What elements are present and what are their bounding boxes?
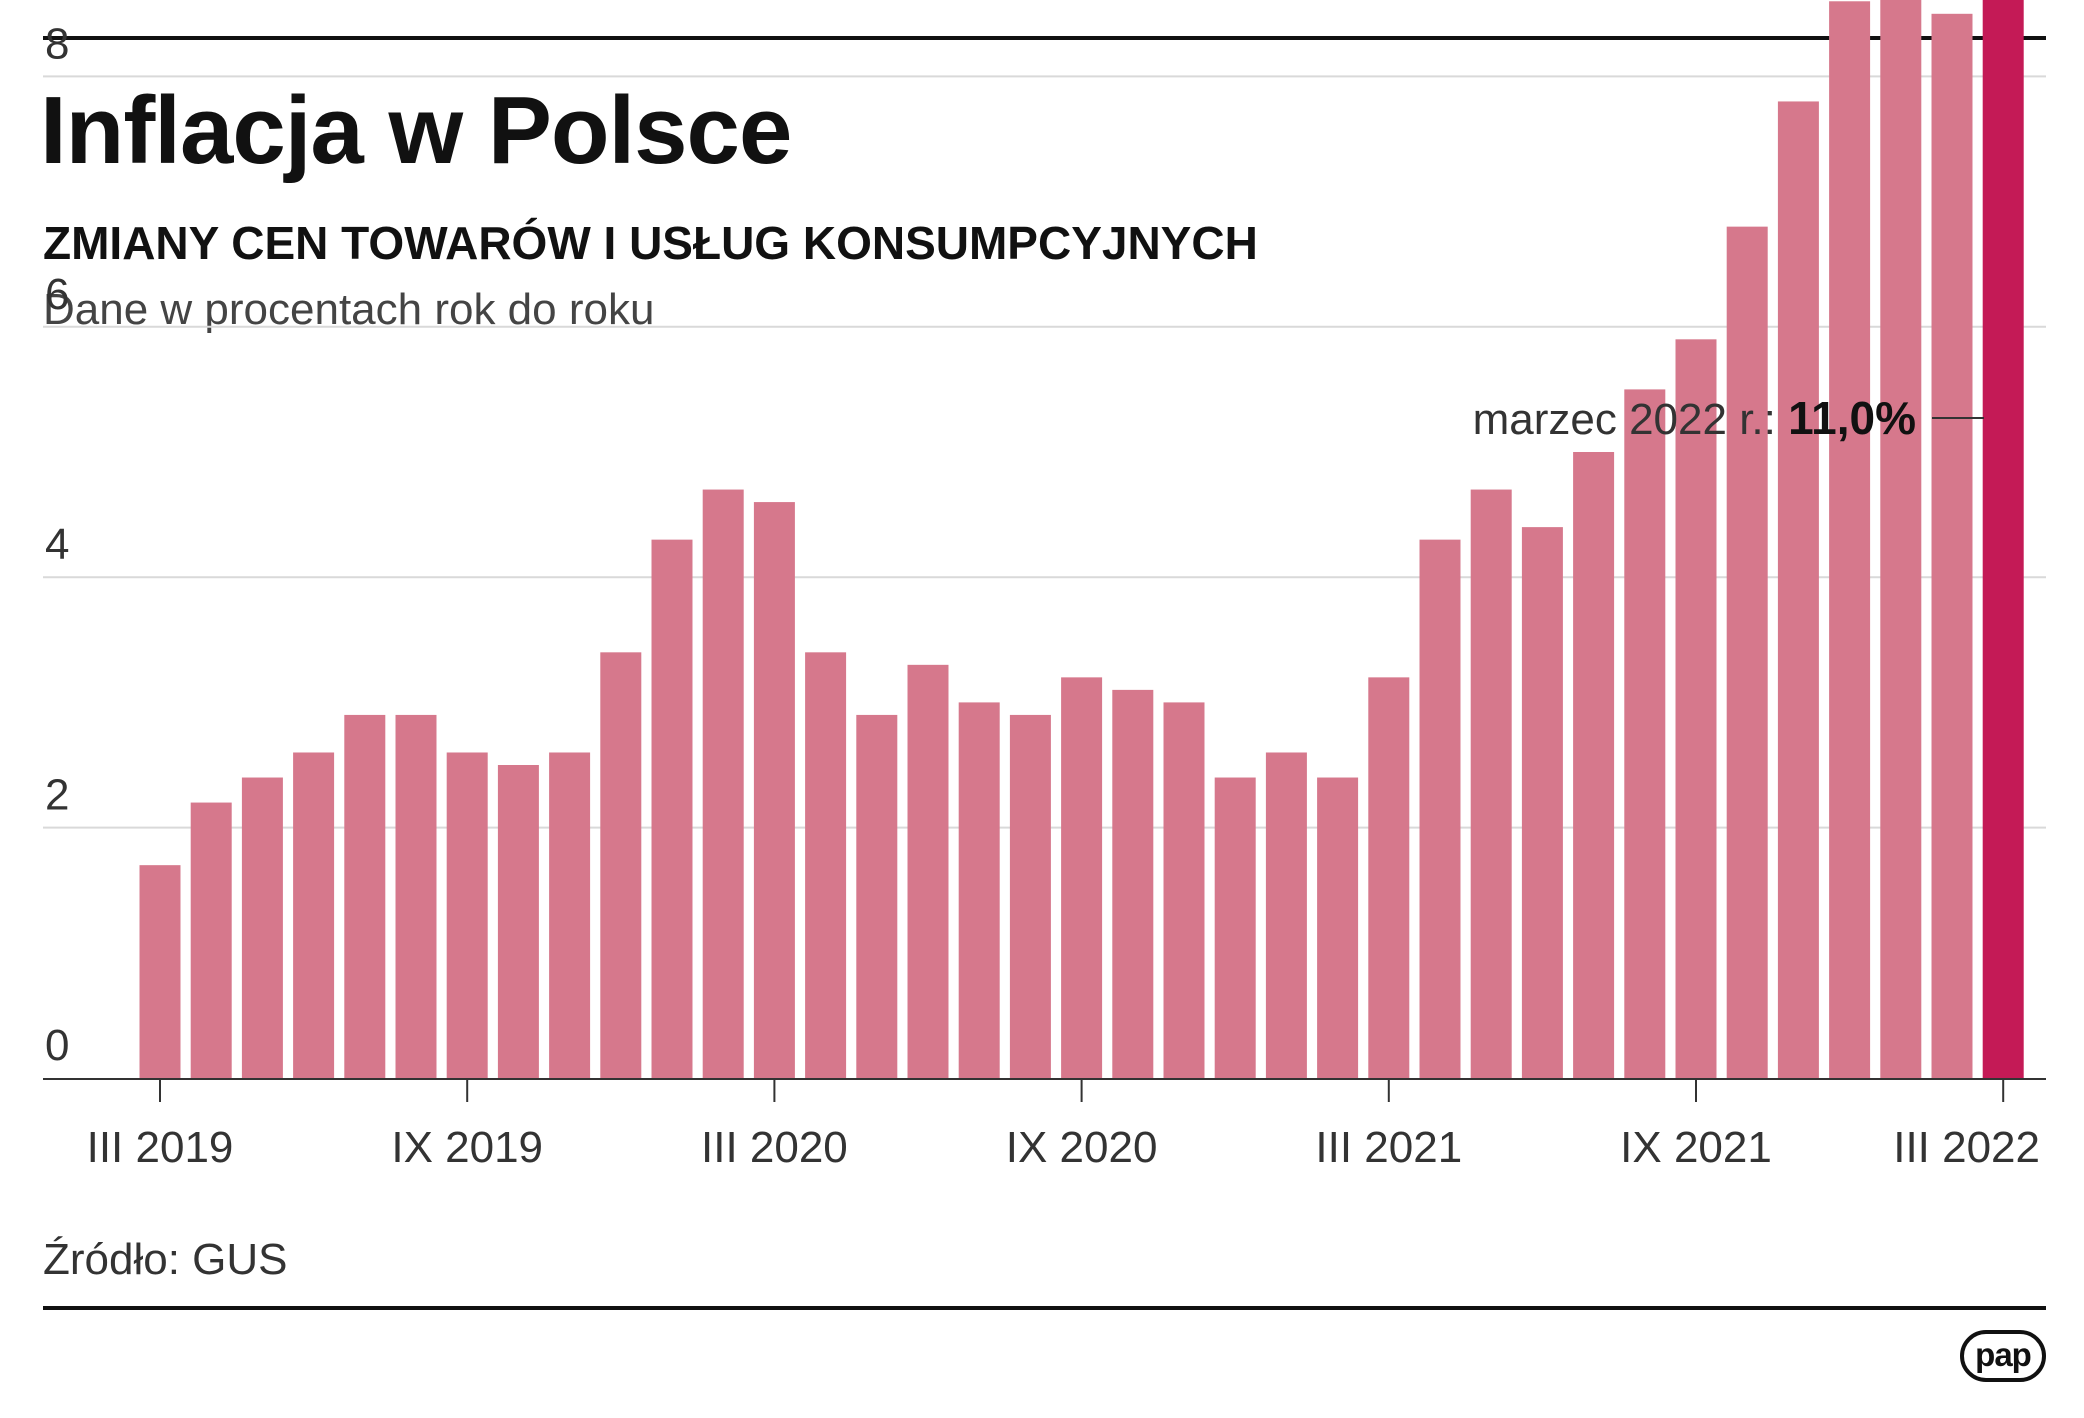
bar (1573, 452, 1615, 1078)
y-tick-label: 2 (45, 771, 69, 820)
highlight-label: marzec 2022 r.: 11,0% (1473, 392, 1916, 444)
bar (1931, 13, 1973, 1078)
top-rule (43, 36, 2046, 40)
x-tick-label: IX 2021 (1620, 1123, 1772, 1172)
bar (651, 539, 693, 1078)
bar (1624, 389, 1666, 1078)
bottom-rule (43, 1306, 2046, 1310)
highlight-value: 11,0% (1788, 392, 1916, 444)
x-tick-label: III 2019 (87, 1123, 234, 1172)
x-tick-label: III 2022 (1893, 1123, 2040, 1172)
bar (1009, 714, 1051, 1078)
bar (805, 652, 847, 1078)
bar (293, 752, 335, 1078)
bar (1470, 489, 1512, 1078)
bar (344, 714, 386, 1078)
bar (190, 802, 232, 1078)
bar (1214, 777, 1256, 1078)
bar (549, 752, 591, 1078)
bar (395, 714, 437, 1078)
source-note: Źródło: GUS (43, 1235, 288, 1284)
x-tick-label: IX 2020 (1006, 1123, 1158, 1172)
bar (1368, 677, 1410, 1078)
y-tick-label: 4 (45, 520, 69, 569)
bar (1675, 339, 1717, 1078)
bar (1829, 1, 1871, 1078)
bar (856, 714, 898, 1078)
x-tick-label: III 2020 (701, 1123, 848, 1172)
bar (497, 765, 539, 1078)
bar (1777, 101, 1819, 1078)
bars (139, 0, 2024, 1079)
bar (1163, 702, 1205, 1078)
bar (241, 777, 283, 1078)
bar (702, 489, 744, 1078)
bar (600, 652, 642, 1078)
bar (139, 865, 181, 1078)
y-tick-label: 0 (45, 1021, 69, 1070)
bar (1880, 0, 1922, 1079)
bar (1112, 689, 1154, 1078)
bar (753, 502, 795, 1079)
bar (958, 702, 1000, 1078)
bar (1419, 539, 1461, 1078)
chart-title: Inflacja w Polsce (40, 77, 792, 184)
bar (1061, 677, 1103, 1078)
highlight-bar (1982, 0, 2024, 1078)
x-axis-ticks: III 2019 IX 2019 III 2020 IX 2020 III 2021 IX… (87, 1080, 2040, 1172)
chart-subtitle: ZMIANY CEN TOWARÓW I USŁUG KONSUMPCYJNYC… (43, 217, 1258, 269)
y-tick-label: 8 (45, 19, 69, 68)
pap-logo: pap (1960, 1330, 2046, 1382)
bar (446, 752, 488, 1078)
bar (1265, 752, 1307, 1078)
bar (907, 664, 949, 1078)
y-axis-tick-labels: 0246810% (45, 19, 69, 1070)
unit-note: Dane w procentach rok do roku (43, 285, 655, 334)
highlight-annotation: marzec 2022 r.: 11,0% (1473, 392, 1984, 444)
x-tick-label: III 2021 (1315, 1123, 1462, 1172)
bar (1317, 777, 1359, 1078)
highlight-prefix: marzec 2022 r.: (1473, 395, 1788, 444)
bar (1726, 226, 1768, 1078)
y-tick-label: 6 (45, 270, 69, 319)
x-tick-label: IX 2019 (391, 1123, 543, 1172)
bar (1521, 527, 1563, 1078)
